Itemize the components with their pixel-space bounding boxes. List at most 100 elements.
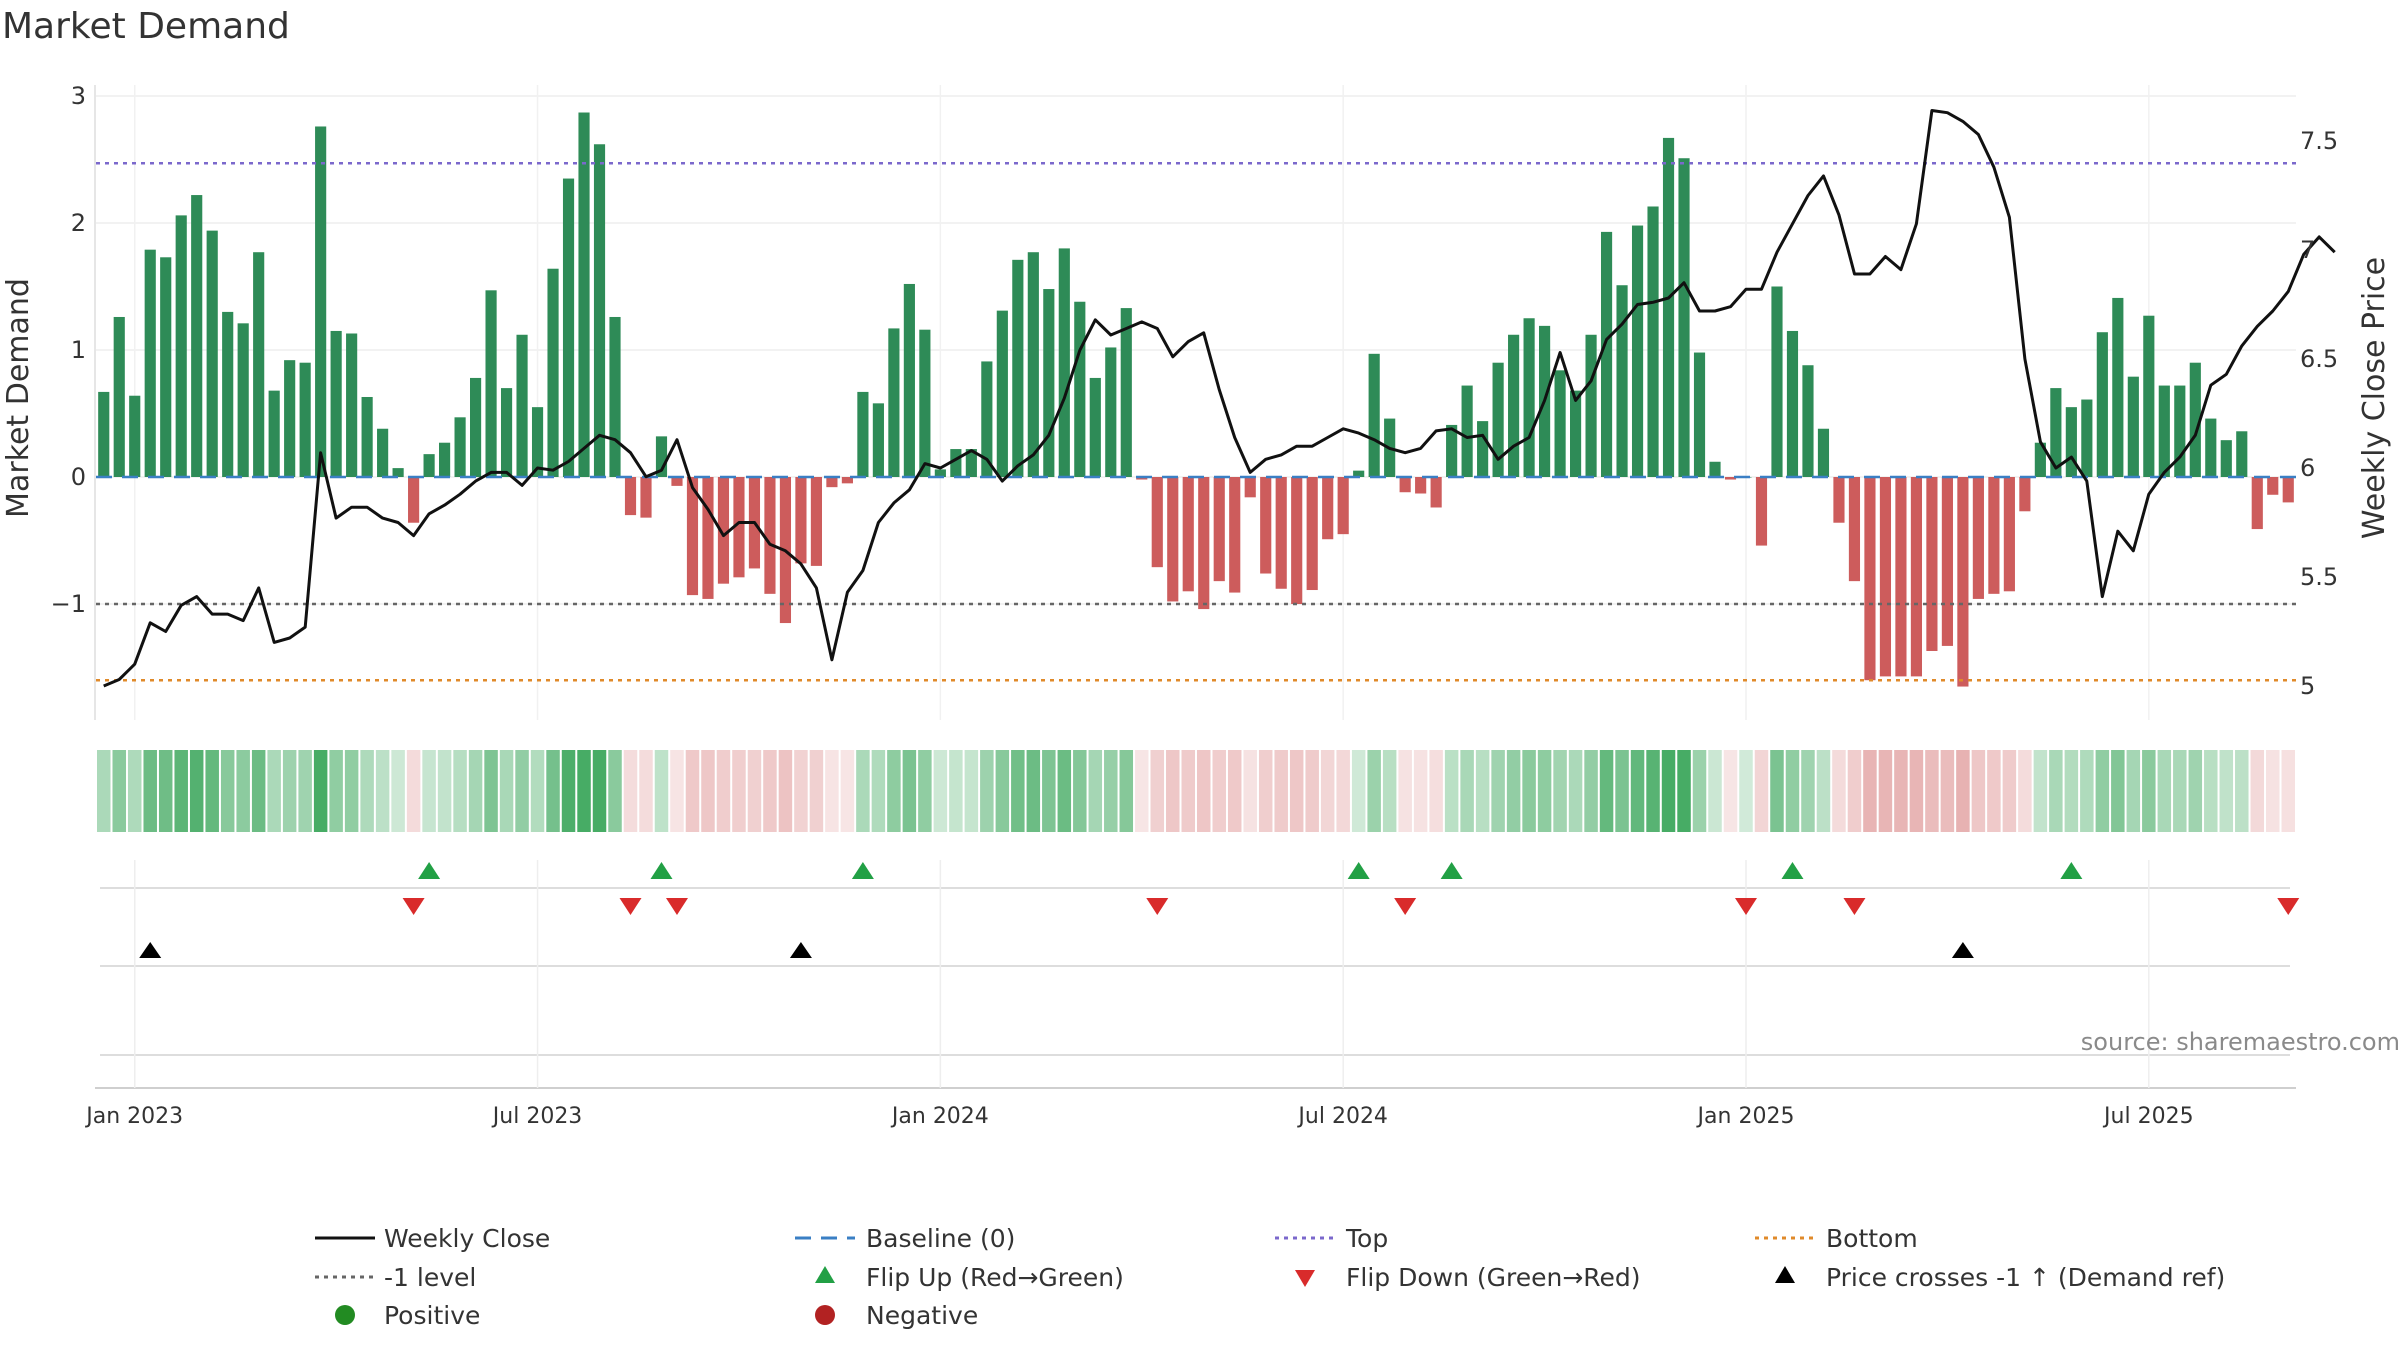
heat-cell [2157,750,2172,832]
legend-swatch-price-cross [1775,1266,1795,1283]
demand-bar-negative [1275,477,1287,589]
demand-bar-negative [671,477,683,486]
heat-cell [980,750,994,832]
demand-bar-positive [516,334,528,477]
demand-bar-positive [175,215,187,477]
heat-cell [1522,750,1536,832]
y2-tick-label: 5 [2300,672,2315,700]
heat-cell [1816,750,1831,832]
heat-cell [2250,750,2265,832]
heat-cell [1444,750,1459,832]
demand-bar-negative [1182,477,1194,592]
demand-bar-positive [1043,289,1055,477]
demand-bar-positive [129,395,141,477]
heat-cell [127,750,142,832]
demand-bar-positive [113,316,125,477]
heat-cell [1104,750,1118,832]
demand-bar-positive [1105,347,1117,477]
demand-bar-negative [841,477,853,484]
demand-bar-positive [1771,286,1783,477]
heat-cell [2111,750,2125,832]
heat-cell [794,750,808,832]
demand-bar-positive [950,449,962,477]
demand-bar-negative [1291,477,1303,604]
demand-bar-positive [578,112,590,477]
demand-bar-positive [1631,225,1644,477]
demand-bar-positive [1120,308,1132,477]
demand-bar-positive [857,391,869,477]
legend-label-negative: Negative [866,1301,978,1330]
y-tick-label: 3 [71,82,86,110]
demand-bar-negative [702,477,714,599]
heat-cell [2033,750,2048,832]
demand-bar-positive [934,469,946,477]
heat-cell [1925,750,1939,832]
flip-down-marker [2277,898,2300,915]
price-cross-marker [1951,942,1974,958]
heat-cell [1878,750,1893,832]
demand-bar-negative [733,477,745,578]
heat-cell [1630,750,1645,832]
heat-cell [825,750,839,832]
heat-cell [1537,750,1552,832]
y2-axis-label: Weekly Close Price [2357,257,2392,539]
heat-cell [2080,750,2094,832]
heat-cell [422,750,436,832]
demand-bar-positive [2174,385,2186,477]
demand-bar-positive [237,323,249,477]
flip-down-marker [1146,898,1169,915]
flip-down-marker [1394,898,1417,915]
x-tick-label: Jul 2024 [1296,1104,1388,1129]
demand-bar-negative [1198,477,1210,610]
heat-cell [1429,750,1443,832]
heat-cell [871,750,886,832]
heat-cell [1599,750,1614,832]
demand-bar-positive [330,330,342,477]
heat-cell [1011,750,1025,832]
heat-cell [1088,750,1103,832]
demand-bar-positive [872,403,884,477]
demand-bar-positive [1368,353,1380,477]
reference-lines [96,162,2296,682]
demand-bar-negative [1724,477,1737,480]
demand-bar-positive [1446,424,1458,477]
legend-item-bottom: Bottom [1755,1224,1918,1253]
heat-cell [158,750,173,832]
demand-bar-negative [1167,477,1179,602]
demand-bar-negative [2251,477,2263,530]
demand-bar-positive [1709,461,1721,477]
heat-cell [747,750,762,832]
demand-bar-positive [1570,390,1582,477]
demand-bar-negative [1229,477,1241,593]
heat-cell [298,750,312,832]
legend-item-flip-down: Flip Down (Green→Red) [1295,1263,1641,1292]
demand-bar-positive [1786,330,1799,477]
demand-bar-positive [500,388,513,477]
heat-cell [608,750,622,832]
demand-bar-negative [640,477,652,518]
demand-bar-negative [764,477,776,594]
heat-cell [174,750,188,832]
weekly-close-line [103,109,2336,688]
heat-cell [1863,750,1877,832]
flip-up-marker [650,862,673,879]
demand-bar-negative [1136,477,1148,480]
demand-bar-positive [423,454,435,477]
heat-cell [391,750,405,832]
heat-cell [685,750,700,832]
flip-up-marker [851,862,874,879]
demand-bar-positive [1012,259,1024,477]
heat-cell [1847,750,1862,832]
heat-cell [189,750,204,832]
legend-label-weekly-close: Weekly Close [384,1224,550,1253]
flip-up-marker [2060,862,2083,879]
demand-bar-positive [346,333,358,477]
heat-cell [1956,750,1970,832]
heat-cell [2142,750,2156,832]
demand-bar-positive [1693,352,1706,477]
heat-cell [1568,750,1583,832]
demand-bar-positive [1647,206,1659,478]
heat-cell [654,750,669,832]
flip-down-marker [402,898,425,915]
legend-item-weekly-close: Weekly Close [315,1224,550,1253]
